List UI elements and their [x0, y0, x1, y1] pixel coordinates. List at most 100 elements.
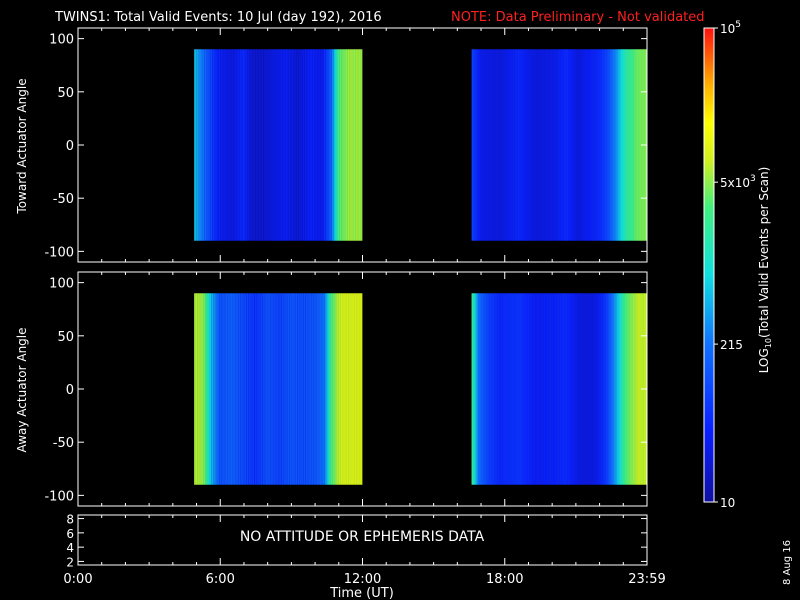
toward-heat-column: [593, 49, 595, 241]
toward-heat-column: [334, 49, 336, 241]
toward-heat-column: [471, 49, 473, 241]
toward-heat-column: [554, 49, 556, 241]
away-heat-column: [529, 293, 531, 485]
toward-heat-column: [516, 49, 518, 241]
away-heat-column: [478, 293, 480, 485]
away-heat-column: [272, 293, 274, 485]
toward-heat-column: [497, 49, 499, 241]
toward-heat-column: [275, 49, 277, 241]
away-heat-column: [269, 293, 271, 485]
toward-heat-column: [348, 49, 350, 241]
away-heat-column: [282, 293, 284, 485]
away-heat-column: [234, 293, 236, 485]
toward-heat-column: [555, 49, 557, 241]
toward-heat-column: [237, 49, 239, 241]
toward-heat-column: [539, 49, 541, 241]
away-heat-column: [584, 293, 586, 485]
toward-heat-column: [472, 49, 474, 241]
toward-heat-column: [255, 49, 257, 241]
toward-heat-column: [213, 49, 215, 241]
away-heat-column: [222, 293, 224, 485]
toward-heat-column: [482, 49, 484, 241]
toward-heat-column: [200, 49, 202, 241]
toward-heat-column: [227, 49, 229, 241]
away-heat-column: [569, 293, 571, 485]
toward-heat-column: [238, 49, 240, 241]
toward-panel: 100 50 0 -50 -100: [44, 27, 648, 263]
toward-ytick-label: -100: [44, 245, 74, 260]
away-heat-column: [512, 293, 514, 485]
away-heat-column: [559, 293, 561, 485]
toward-heat-column: [210, 49, 212, 241]
away-heat-column: [521, 293, 523, 485]
toward-heat-column: [572, 49, 574, 241]
away-heat-column: [554, 293, 556, 485]
away-heat-column: [596, 293, 598, 485]
toward-heat-column: [254, 49, 256, 241]
away-heat-column: [200, 293, 202, 485]
away-heat-column: [346, 293, 348, 485]
toward-heat-column: [296, 49, 298, 241]
toward-heat-column: [233, 49, 235, 241]
toward-heat-column: [225, 49, 227, 241]
away-heat-column: [621, 293, 623, 485]
away-heat-column: [603, 293, 605, 485]
away-heat-column: [291, 293, 293, 485]
away-heat-column: [564, 293, 566, 485]
away-heat-column: [357, 293, 359, 485]
toward-heat-column: [279, 49, 281, 241]
toward-heat-column: [289, 49, 291, 241]
away-heat-column: [305, 293, 307, 485]
toward-heat-column: [306, 49, 308, 241]
away-heat-column: [500, 293, 502, 485]
away-heat-column: [493, 293, 495, 485]
toward-heat-column: [485, 49, 487, 241]
away-heat-column: [276, 293, 278, 485]
toward-heat-column: [588, 49, 590, 241]
away-heat-column: [322, 293, 324, 485]
toward-heat-column: [261, 49, 263, 241]
toward-heat-column: [624, 49, 626, 241]
away-heat-column: [330, 293, 332, 485]
away-heat-column: [296, 293, 298, 485]
toward-heat-column: [611, 49, 613, 241]
away-heat-column: [244, 293, 246, 485]
toward-heat-column: [541, 49, 543, 241]
away-heat-column: [519, 293, 521, 485]
toward-heat-column: [505, 49, 507, 241]
toward-heat-column: [258, 49, 260, 241]
toward-heat-column: [201, 49, 203, 241]
away-heat-column: [487, 293, 489, 485]
toward-heat-column: [510, 49, 512, 241]
away-heat-column: [609, 293, 611, 485]
toward-heat-column: [478, 49, 480, 241]
toward-heat-column: [625, 49, 627, 241]
toward-heat-column: [477, 49, 479, 241]
toward-heat-column: [321, 49, 323, 241]
away-heat-column: [630, 293, 632, 485]
away-heat-column: [624, 293, 626, 485]
away-heat-column: [615, 293, 617, 485]
away-heat-column: [353, 293, 355, 485]
toward-heat-column: [222, 49, 224, 241]
toward-heat-column: [246, 49, 248, 241]
away-heat-column: [237, 293, 239, 485]
away-heat-column: [606, 293, 608, 485]
toward-heat-column: [602, 49, 604, 241]
toward-heat-column: [202, 49, 204, 241]
toward-heat-column: [473, 49, 475, 241]
x-tick-label: 0:00: [63, 572, 92, 587]
away-ylabel: Away Actuator Angle: [15, 327, 29, 452]
toward-heat-column: [578, 49, 580, 241]
toward-heat-column: [570, 49, 572, 241]
toward-heat-column: [493, 49, 495, 241]
away-heat-column: [345, 293, 347, 485]
toward-heat-column: [195, 49, 197, 241]
away-heat-column: [323, 293, 325, 485]
toward-heat-column: [292, 49, 294, 241]
toward-heat-column: [302, 49, 304, 241]
toward-heat-column: [483, 49, 485, 241]
toward-heat-column: [338, 49, 340, 241]
away-heat-column: [494, 293, 496, 485]
